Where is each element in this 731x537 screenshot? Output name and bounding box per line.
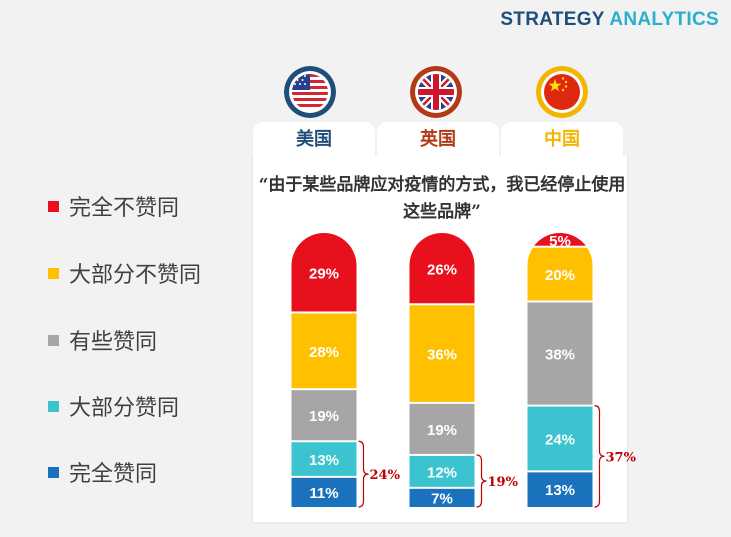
bar-segment xyxy=(527,246,593,302)
brand-logo: STRATEGY ANALYTICS xyxy=(500,9,719,31)
legend-item-somewhat-agree: 有些赞同 xyxy=(48,324,157,356)
segment-separator xyxy=(527,470,593,473)
legend-item-strongly-disagree: 完全不赞同 xyxy=(48,190,179,222)
chart-title: “由于某些品牌应对疫情的方式，我已经停止使用这些品牌” xyxy=(258,175,626,222)
bar-segment xyxy=(291,312,357,390)
data-label: 29% xyxy=(309,266,339,283)
us-flag-icon xyxy=(284,66,336,118)
legend-swatch xyxy=(48,200,59,212)
bar-segment xyxy=(291,389,357,442)
bar-segment xyxy=(409,304,475,403)
china-flag-icon xyxy=(536,66,588,118)
data-label: 13% xyxy=(309,452,339,469)
bar-segment xyxy=(409,402,475,455)
country-tab-uk: 英国 xyxy=(377,122,499,155)
data-label: 38% xyxy=(545,347,575,364)
data-label: 19% xyxy=(309,408,339,425)
legend-label: 大部分不赞同 xyxy=(69,263,202,288)
segment-separator xyxy=(409,453,475,456)
brand-word-strategy: STRATEGY xyxy=(500,9,605,30)
uk-flag-icon xyxy=(410,66,462,118)
legend-label: 完全赞同 xyxy=(69,462,158,487)
legend-swatch xyxy=(48,466,59,478)
legend-item-mostly-disagree: 大部分不赞同 xyxy=(48,257,201,289)
bar-segment xyxy=(291,441,357,477)
legend-item-strongly-agree: 完全赞同 xyxy=(48,456,157,488)
data-label: 24% xyxy=(545,432,575,449)
bar-segment xyxy=(409,487,475,507)
segment-separator xyxy=(409,486,475,489)
data-label: 13% xyxy=(545,482,575,499)
data-label: 12% xyxy=(427,464,457,481)
data-label: 26% xyxy=(427,262,457,279)
brace-annotation xyxy=(476,454,487,508)
data-label: 7% xyxy=(431,490,453,507)
brand-word-analytics: ANALYTICS xyxy=(609,9,719,30)
segment-separator xyxy=(291,475,357,478)
brace-annotation xyxy=(594,405,605,508)
bar-segment xyxy=(409,454,475,488)
bar-segment xyxy=(291,476,357,507)
data-label: 28% xyxy=(309,344,339,361)
data-label: 19% xyxy=(427,422,457,439)
legend-label: 大部分赞同 xyxy=(69,396,180,421)
bar-美国 xyxy=(291,233,357,507)
segment-separator xyxy=(409,401,475,404)
bar-segment xyxy=(291,233,357,313)
bar-英国 xyxy=(409,233,475,507)
sum-annotation-label: 37% xyxy=(606,450,637,465)
country-tab-china: 中国 xyxy=(501,122,623,155)
data-label: 5% xyxy=(549,233,571,250)
legend-swatch xyxy=(48,334,59,346)
sum-annotation-label: 24% xyxy=(370,468,401,483)
bar-segment xyxy=(527,301,593,406)
bar-segment xyxy=(527,471,593,507)
bar-segment xyxy=(409,233,475,305)
country-tab-usa: 美国 xyxy=(253,122,375,155)
bar-中国 xyxy=(527,233,593,507)
data-label: 11% xyxy=(309,485,338,502)
data-label: 36% xyxy=(427,347,457,364)
legend-item-mostly-agree: 大部分赞同 xyxy=(48,390,179,422)
segment-separator xyxy=(409,303,475,306)
segment-separator xyxy=(527,404,593,407)
segment-separator xyxy=(291,440,357,443)
segment-separator xyxy=(527,300,593,303)
legend-swatch xyxy=(48,267,59,279)
legend-label: 有些赞同 xyxy=(69,330,158,355)
segment-separator xyxy=(291,311,357,314)
bar-segment xyxy=(527,405,593,472)
brace-annotation xyxy=(358,440,369,508)
legend-label: 完全不赞同 xyxy=(69,196,180,221)
sum-annotation-label: 19% xyxy=(488,475,519,490)
segment-separator xyxy=(527,245,593,248)
data-label: 20% xyxy=(545,267,575,284)
segment-separator xyxy=(291,388,357,391)
legend-swatch xyxy=(48,400,59,412)
